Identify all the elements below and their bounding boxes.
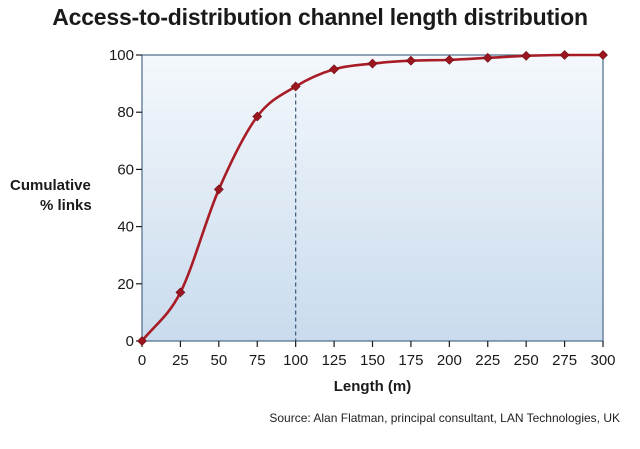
data-point bbox=[137, 336, 147, 346]
data-point bbox=[444, 54, 455, 65]
data-point bbox=[405, 55, 416, 66]
data-point bbox=[367, 58, 378, 69]
y-tick-label: 60 bbox=[117, 161, 134, 178]
series-layer bbox=[137, 50, 608, 346]
x-tick-label: 0 bbox=[138, 352, 146, 369]
y-axis-title: Cumulative bbox=[10, 177, 91, 194]
x-tick-label: 250 bbox=[514, 352, 539, 369]
data-point bbox=[559, 50, 570, 60]
x-tick-label: 100 bbox=[283, 352, 308, 369]
x-tick-label: 275 bbox=[552, 352, 577, 369]
data-point bbox=[213, 184, 224, 195]
x-tick-label: 50 bbox=[210, 352, 227, 369]
y-axis-title: % links bbox=[40, 197, 92, 214]
data-point bbox=[252, 111, 263, 122]
plot-area bbox=[141, 54, 604, 342]
x-tick-label: 150 bbox=[360, 352, 385, 369]
chart-title: Access-to-distribution channel length di… bbox=[52, 4, 588, 30]
label-layer: 0 20 40 60 80 100 0 25 50 75 100 125 150 175 200 225 250… bbox=[10, 47, 616, 395]
data-point bbox=[598, 50, 608, 60]
x-tick-label: 125 bbox=[322, 352, 347, 369]
y-tick-label: 80 bbox=[117, 104, 134, 121]
data-point bbox=[521, 50, 532, 61]
data-point bbox=[175, 287, 186, 298]
y-tick-label: 20 bbox=[117, 276, 134, 293]
x-tick-label: 75 bbox=[249, 352, 266, 369]
x-tick-label: 175 bbox=[398, 352, 423, 369]
source-note: Source: Alan Flatman, principal consulta… bbox=[269, 411, 620, 425]
data-point bbox=[290, 81, 301, 92]
x-tick-label: 200 bbox=[437, 352, 462, 369]
y-tick-label: 40 bbox=[117, 219, 134, 236]
y-tick-label: 100 bbox=[109, 47, 134, 64]
data-point bbox=[482, 52, 493, 63]
y-tick-label: 0 bbox=[126, 333, 134, 350]
x-tick-label: 25 bbox=[172, 352, 189, 369]
data-point bbox=[329, 64, 340, 75]
x-axis-title: Length (m) bbox=[334, 378, 411, 395]
x-tick-label: 300 bbox=[590, 352, 615, 369]
x-tick-label: 225 bbox=[475, 352, 500, 369]
